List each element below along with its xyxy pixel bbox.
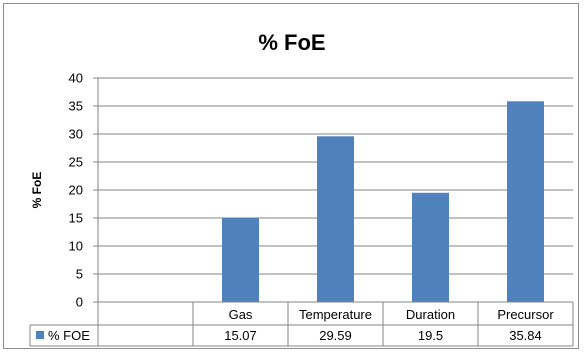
bar-temperature xyxy=(317,136,354,302)
data-label: 29.59 xyxy=(319,328,352,343)
bar-duration xyxy=(412,192,449,302)
y-tick-label: 0 xyxy=(76,295,83,310)
y-tick-label: 20 xyxy=(69,183,83,198)
bar-gas xyxy=(222,217,259,302)
category-label: Duration xyxy=(406,307,455,322)
bar-precursor xyxy=(507,101,544,303)
data-label: 19.5 xyxy=(418,328,443,343)
bars xyxy=(222,101,544,303)
legend-key xyxy=(36,331,44,339)
data-label: 15.07 xyxy=(224,328,257,343)
data-table: Gas Temperature Duration Precursor % FOE 15.0… xyxy=(29,301,574,347)
category-label: Gas xyxy=(229,307,253,322)
category-label: Temperature xyxy=(299,307,372,322)
chart-frame xyxy=(3,3,579,349)
y-axis-label: % FoE xyxy=(30,172,44,209)
y-tick-label: 5 xyxy=(76,267,83,282)
y-tick-label: 15 xyxy=(69,211,83,226)
y-tick-label: 30 xyxy=(69,127,83,142)
y-tick-label: 25 xyxy=(69,155,83,170)
chart-title: % FoE xyxy=(258,30,325,55)
data-label: 35.84 xyxy=(509,328,542,343)
y-tick-label: 40 xyxy=(69,71,83,86)
category-label: Precursor xyxy=(497,307,554,322)
y-tick-label: 10 xyxy=(69,239,83,254)
y-tick-label: 35 xyxy=(69,99,83,114)
series-name: % FOE xyxy=(48,328,90,343)
y-tick-labels: 0 5 10 15 20 25 30 35 40 xyxy=(69,71,83,310)
